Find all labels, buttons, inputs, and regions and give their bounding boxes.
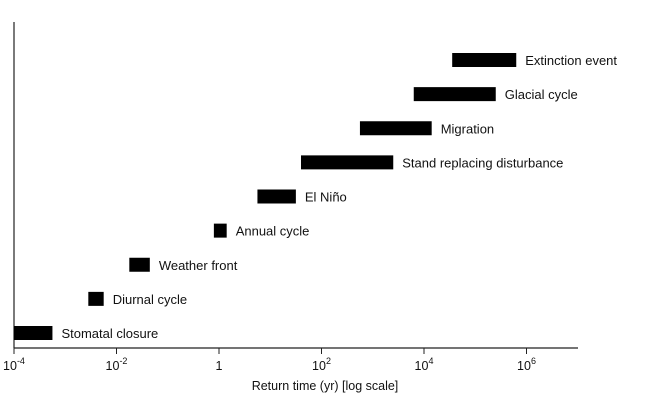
x-tick-base: 1 [216, 359, 223, 373]
x-tick-base: 10 [312, 359, 326, 373]
x-tick-label: 1 [216, 359, 223, 373]
x-tick-exponent: 6 [531, 356, 536, 366]
x-tick-exponent: -4 [17, 356, 25, 366]
x-axis-label: Return time (yr) [log scale] [252, 379, 399, 393]
x-tick-exponent: 2 [326, 356, 331, 366]
bar [452, 53, 517, 67]
x-tick-base: 10 [517, 359, 531, 373]
x-tick-base: 10 [415, 359, 429, 373]
bar [88, 291, 104, 306]
bar-label: El Niño [305, 190, 347, 205]
bar-label: Weather front [159, 258, 238, 273]
bar-label: Stand replacing disturbance [402, 155, 563, 170]
bar-label: Extinction event [525, 53, 617, 68]
bar-label: Annual cycle [236, 224, 310, 239]
x-ticks: 10-4 10-2 1 102 104 106 [3, 348, 536, 373]
bar [213, 223, 227, 238]
x-tick-label: 104 [415, 356, 434, 373]
x-tick-label: 10-2 [106, 356, 128, 373]
bar-label: Glacial cycle [505, 87, 578, 102]
bar [413, 87, 496, 102]
bars [14, 53, 517, 340]
x-tick-exponent: 4 [428, 356, 433, 366]
x-tick-label: 106 [517, 356, 536, 373]
bar-label: Diurnal cycle [113, 292, 187, 307]
bar [359, 121, 432, 136]
x-tick-label: 10-4 [3, 356, 25, 373]
bar [301, 155, 394, 170]
x-tick-label: 102 [312, 356, 331, 373]
axes [13, 22, 578, 349]
bar-labels: Stomatal closure Diurnal cycle Weather fro… [61, 53, 617, 341]
x-tick-base: 10 [106, 359, 120, 373]
bar-label: Stomatal closure [61, 326, 158, 341]
bar-label: Migration [441, 121, 494, 136]
bar [129, 257, 150, 272]
bar [257, 189, 296, 204]
x-tick-base: 10 [3, 359, 17, 373]
x-tick-exponent: -2 [119, 356, 127, 366]
bar [14, 326, 53, 340]
